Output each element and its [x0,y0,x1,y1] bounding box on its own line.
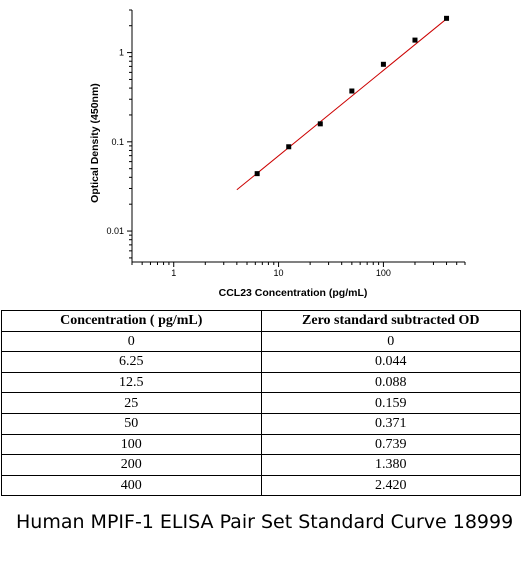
od-cell: 0.159 [260,392,521,414]
y-tick-label: 0.1 [111,137,124,147]
table-row: 50 0.371 [1,412,521,435]
chart-ticks: 1 10 100 0.01 0.1 1 [106,9,466,278]
data-point [254,171,260,177]
data-point [444,15,450,21]
concentration-cell: 25 [1,392,262,414]
table-row: 400 2.420 [1,474,521,497]
fit-line [236,16,450,191]
figure-caption: Human MPIF-1 ELISA Pair Set Standard Cur… [16,511,514,533]
y-axis-title: Optical Density (450nm) [89,83,101,203]
data-point [349,88,355,94]
x-tick-label: 10 [274,268,284,278]
chart-axes [131,10,465,263]
concentration-cell: 6.25 [1,351,262,373]
standard-data-table: Concentration ( pg/mL) Zero standard sub… [1,310,521,497]
data-point [380,61,386,67]
table-row: 100 0.739 [1,433,521,456]
data-point [317,121,323,127]
od-cell: 2.420 [260,474,521,497]
od-header: Zero standard subtracted OD [260,310,521,332]
concentration-cell: 0 [1,330,262,353]
od-cell: 1.380 [260,454,521,476]
od-cell: 0.739 [260,433,521,456]
od-cell: 0.088 [260,371,521,394]
standard-curve-chart: 1 10 100 0.01 0.1 1 CCL23 Concentration (pg/m… [89,9,466,299]
y-tick-label: 0.01 [106,226,124,236]
od-cell: 0.371 [260,412,521,435]
concentration-header: Concentration ( pg/mL) [1,310,262,332]
y-tick-label: 1 [119,48,124,58]
data-points [254,15,450,177]
x-tick-label: 100 [376,268,391,278]
table-header-row: Concentration ( pg/mL) Zero standard sub… [1,310,521,332]
x-axis-title: CCL23 Concentration (pg/mL) [219,287,368,299]
concentration-cell: 100 [1,433,262,456]
fit-line-group [236,16,450,191]
concentration-cell: 200 [1,454,262,476]
od-cell: 0.044 [260,351,521,373]
table-row: 200 1.380 [1,454,521,476]
od-cell: 0 [260,330,521,353]
table-row: 6.25 0.044 [1,351,521,373]
table-row: 25 0.159 [1,392,521,414]
data-point [286,144,292,150]
concentration-cell: 50 [1,412,262,435]
concentration-cell: 12.5 [1,371,262,394]
concentration-cell: 400 [1,474,262,497]
x-tick-label: 1 [171,268,176,278]
data-point [412,37,418,43]
table-row: 12.5 0.088 [1,371,521,394]
